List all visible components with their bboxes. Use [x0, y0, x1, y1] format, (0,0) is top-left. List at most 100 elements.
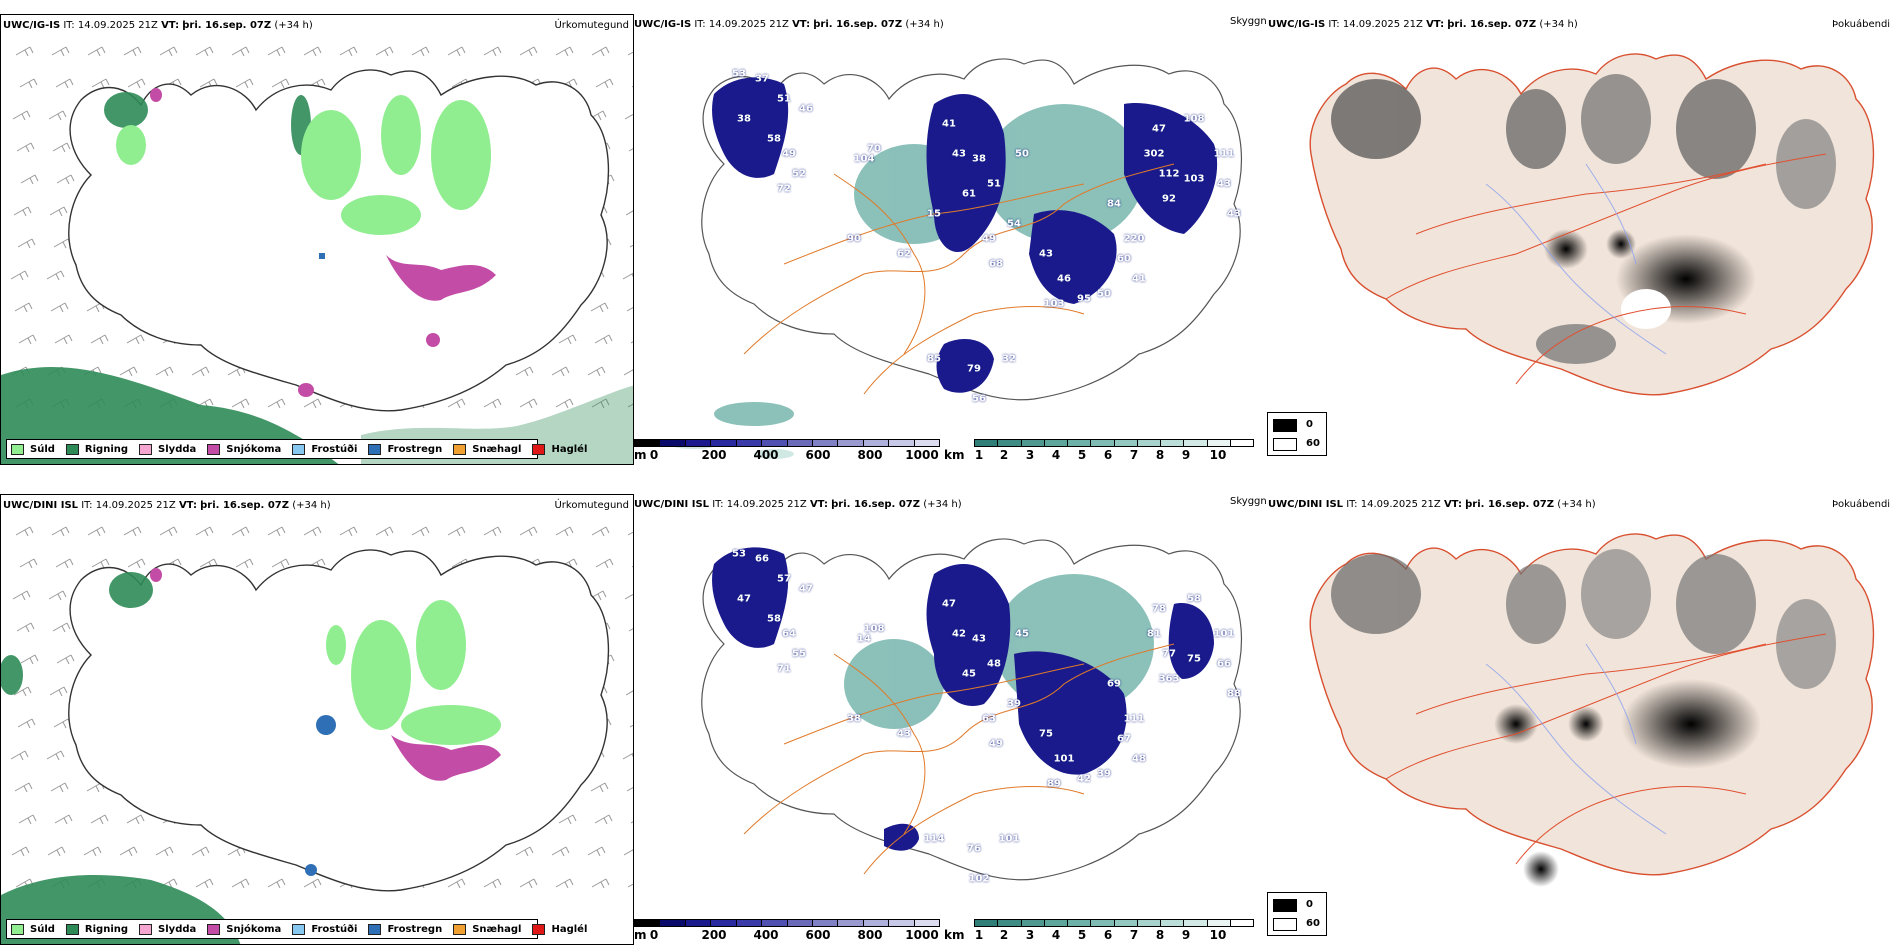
legend-item: Rigning	[65, 443, 128, 455]
ceiling-tick: 800	[857, 448, 883, 462]
vis-tick: 2	[999, 448, 1009, 462]
vis-tick: 9	[1181, 448, 1191, 462]
ceiling-unit: m	[634, 928, 647, 942]
legend-swatch	[139, 443, 153, 455]
wind-barb	[83, 846, 102, 857]
wind-barb	[191, 366, 210, 377]
wind-barb	[267, 398, 286, 409]
vis-tick: 2	[999, 928, 1009, 942]
fog-label-low: 60	[1306, 918, 1320, 929]
legend-swatch	[292, 443, 306, 455]
cloud-base-value: 111	[1213, 148, 1235, 160]
wind-barb	[624, 113, 633, 120]
fog-swatch-high	[1273, 899, 1297, 912]
wind-barb	[51, 46, 70, 57]
legend-item: Snæhagl	[453, 923, 521, 935]
wind-barb	[483, 46, 502, 57]
cloud-base-value: 53	[732, 548, 746, 560]
wind-barb	[159, 526, 178, 537]
ceiling-blocks	[634, 439, 940, 447]
wind-barb	[628, 628, 633, 632]
wind-barb	[267, 878, 286, 889]
visibility-colorbar: km 1 2 3 4 5 6 7 8 9 10	[944, 919, 1254, 945]
legend-swatch	[11, 443, 24, 455]
wind-barb	[16, 622, 35, 633]
vis-tick: 10	[1209, 448, 1227, 462]
legend-item: Snjókoma	[207, 443, 281, 455]
wind-barb	[267, 46, 286, 57]
wind-barb	[624, 593, 633, 600]
wind-barb	[627, 403, 633, 408]
wind-barb	[625, 690, 633, 696]
cloud-map	[701, 538, 1242, 881]
wind-barb	[271, 78, 290, 89]
wind-barb	[126, 814, 145, 825]
cloud-base-value: 64	[782, 628, 796, 640]
cloud-base-value: 42	[1077, 773, 1091, 785]
cloud-base-value: 112	[1158, 168, 1180, 180]
wind-barb	[17, 238, 36, 249]
legend-swatch	[65, 443, 79, 455]
precip-map	[1, 526, 633, 944]
wind-barb	[411, 526, 430, 537]
wind-barb	[447, 526, 466, 537]
wind-barb	[191, 846, 210, 857]
fog-legend: 0 60	[1267, 892, 1327, 936]
wind-barb	[126, 334, 145, 345]
wind-barb	[20, 174, 39, 185]
wind-barb	[519, 878, 538, 889]
cloud-base-value: 32	[1002, 353, 1016, 365]
wind-barb	[50, 782, 69, 793]
cloud-base-value: 68	[989, 258, 1003, 270]
wind-barb	[339, 526, 358, 537]
vis-tick: 5	[1077, 448, 1087, 462]
wind-barb	[629, 724, 633, 728]
cloud-base-value: 55	[792, 648, 806, 660]
ceiling-unit: m	[634, 448, 647, 462]
cloud-base-value: 101	[998, 833, 1020, 845]
wind-barb	[18, 814, 37, 825]
wind-barb	[11, 846, 30, 857]
legend-swatch	[532, 443, 546, 455]
legend-swatch	[532, 923, 546, 935]
cloud-base-value: 66	[755, 553, 769, 565]
cloud-base-value: 95	[1077, 293, 1091, 305]
cloud-base-value: 49	[989, 738, 1003, 750]
wind-barb	[49, 686, 68, 697]
wind-barb	[13, 206, 32, 217]
cloud-base-value: 15	[927, 208, 941, 220]
precip-panel-row1: UWC/IG-IS IT: 14.09.2025 21Z VT: þri. 16…	[0, 14, 634, 465]
wind-barb	[195, 526, 214, 537]
wind-barb	[590, 302, 609, 313]
cloud-base-value: 63	[982, 713, 996, 725]
cloud-base-value: 85	[927, 353, 941, 365]
wind-barb	[55, 78, 74, 89]
precip-legend: Súld Rigning Slydda Snjókoma Frostúði Fr…	[6, 439, 587, 459]
wind-barb	[627, 51, 633, 56]
wind-barb	[13, 686, 32, 697]
cloud-base-value: 108	[1183, 113, 1205, 125]
legend-item: Slydda	[139, 443, 196, 455]
cloud-base-value: 92	[1162, 193, 1176, 205]
wind-barb	[590, 782, 609, 793]
wind-barb	[303, 878, 322, 889]
panel-title: UWC/DINI ISL IT: 14.09.2025 21Z VT: þri.…	[634, 499, 962, 510]
wind-barb	[10, 270, 29, 281]
cloud-base-value: 101	[1213, 628, 1235, 640]
legend-item: Frostregn	[368, 443, 442, 455]
wind-barb	[627, 883, 633, 888]
cloud-base-value: 75	[1039, 728, 1053, 740]
wind-barb	[87, 46, 106, 57]
fog-swatch-low	[1273, 918, 1297, 931]
wind-barb	[14, 782, 33, 793]
legend-item: Frostúði	[292, 443, 357, 455]
wind-barb	[303, 526, 322, 537]
wind-barb	[447, 398, 466, 409]
wind-barb	[622, 272, 633, 280]
cloud-base-value: 220	[1123, 233, 1145, 245]
vis-tick: 10	[1209, 928, 1227, 942]
visibility-colorbar: km 1 2 3 4 5 6 7 8 9 10	[944, 439, 1254, 465]
wind-barb	[19, 78, 38, 89]
cloud-base-value: 61	[962, 188, 976, 200]
precip-type-title: Úrkomutegund	[554, 500, 629, 511]
